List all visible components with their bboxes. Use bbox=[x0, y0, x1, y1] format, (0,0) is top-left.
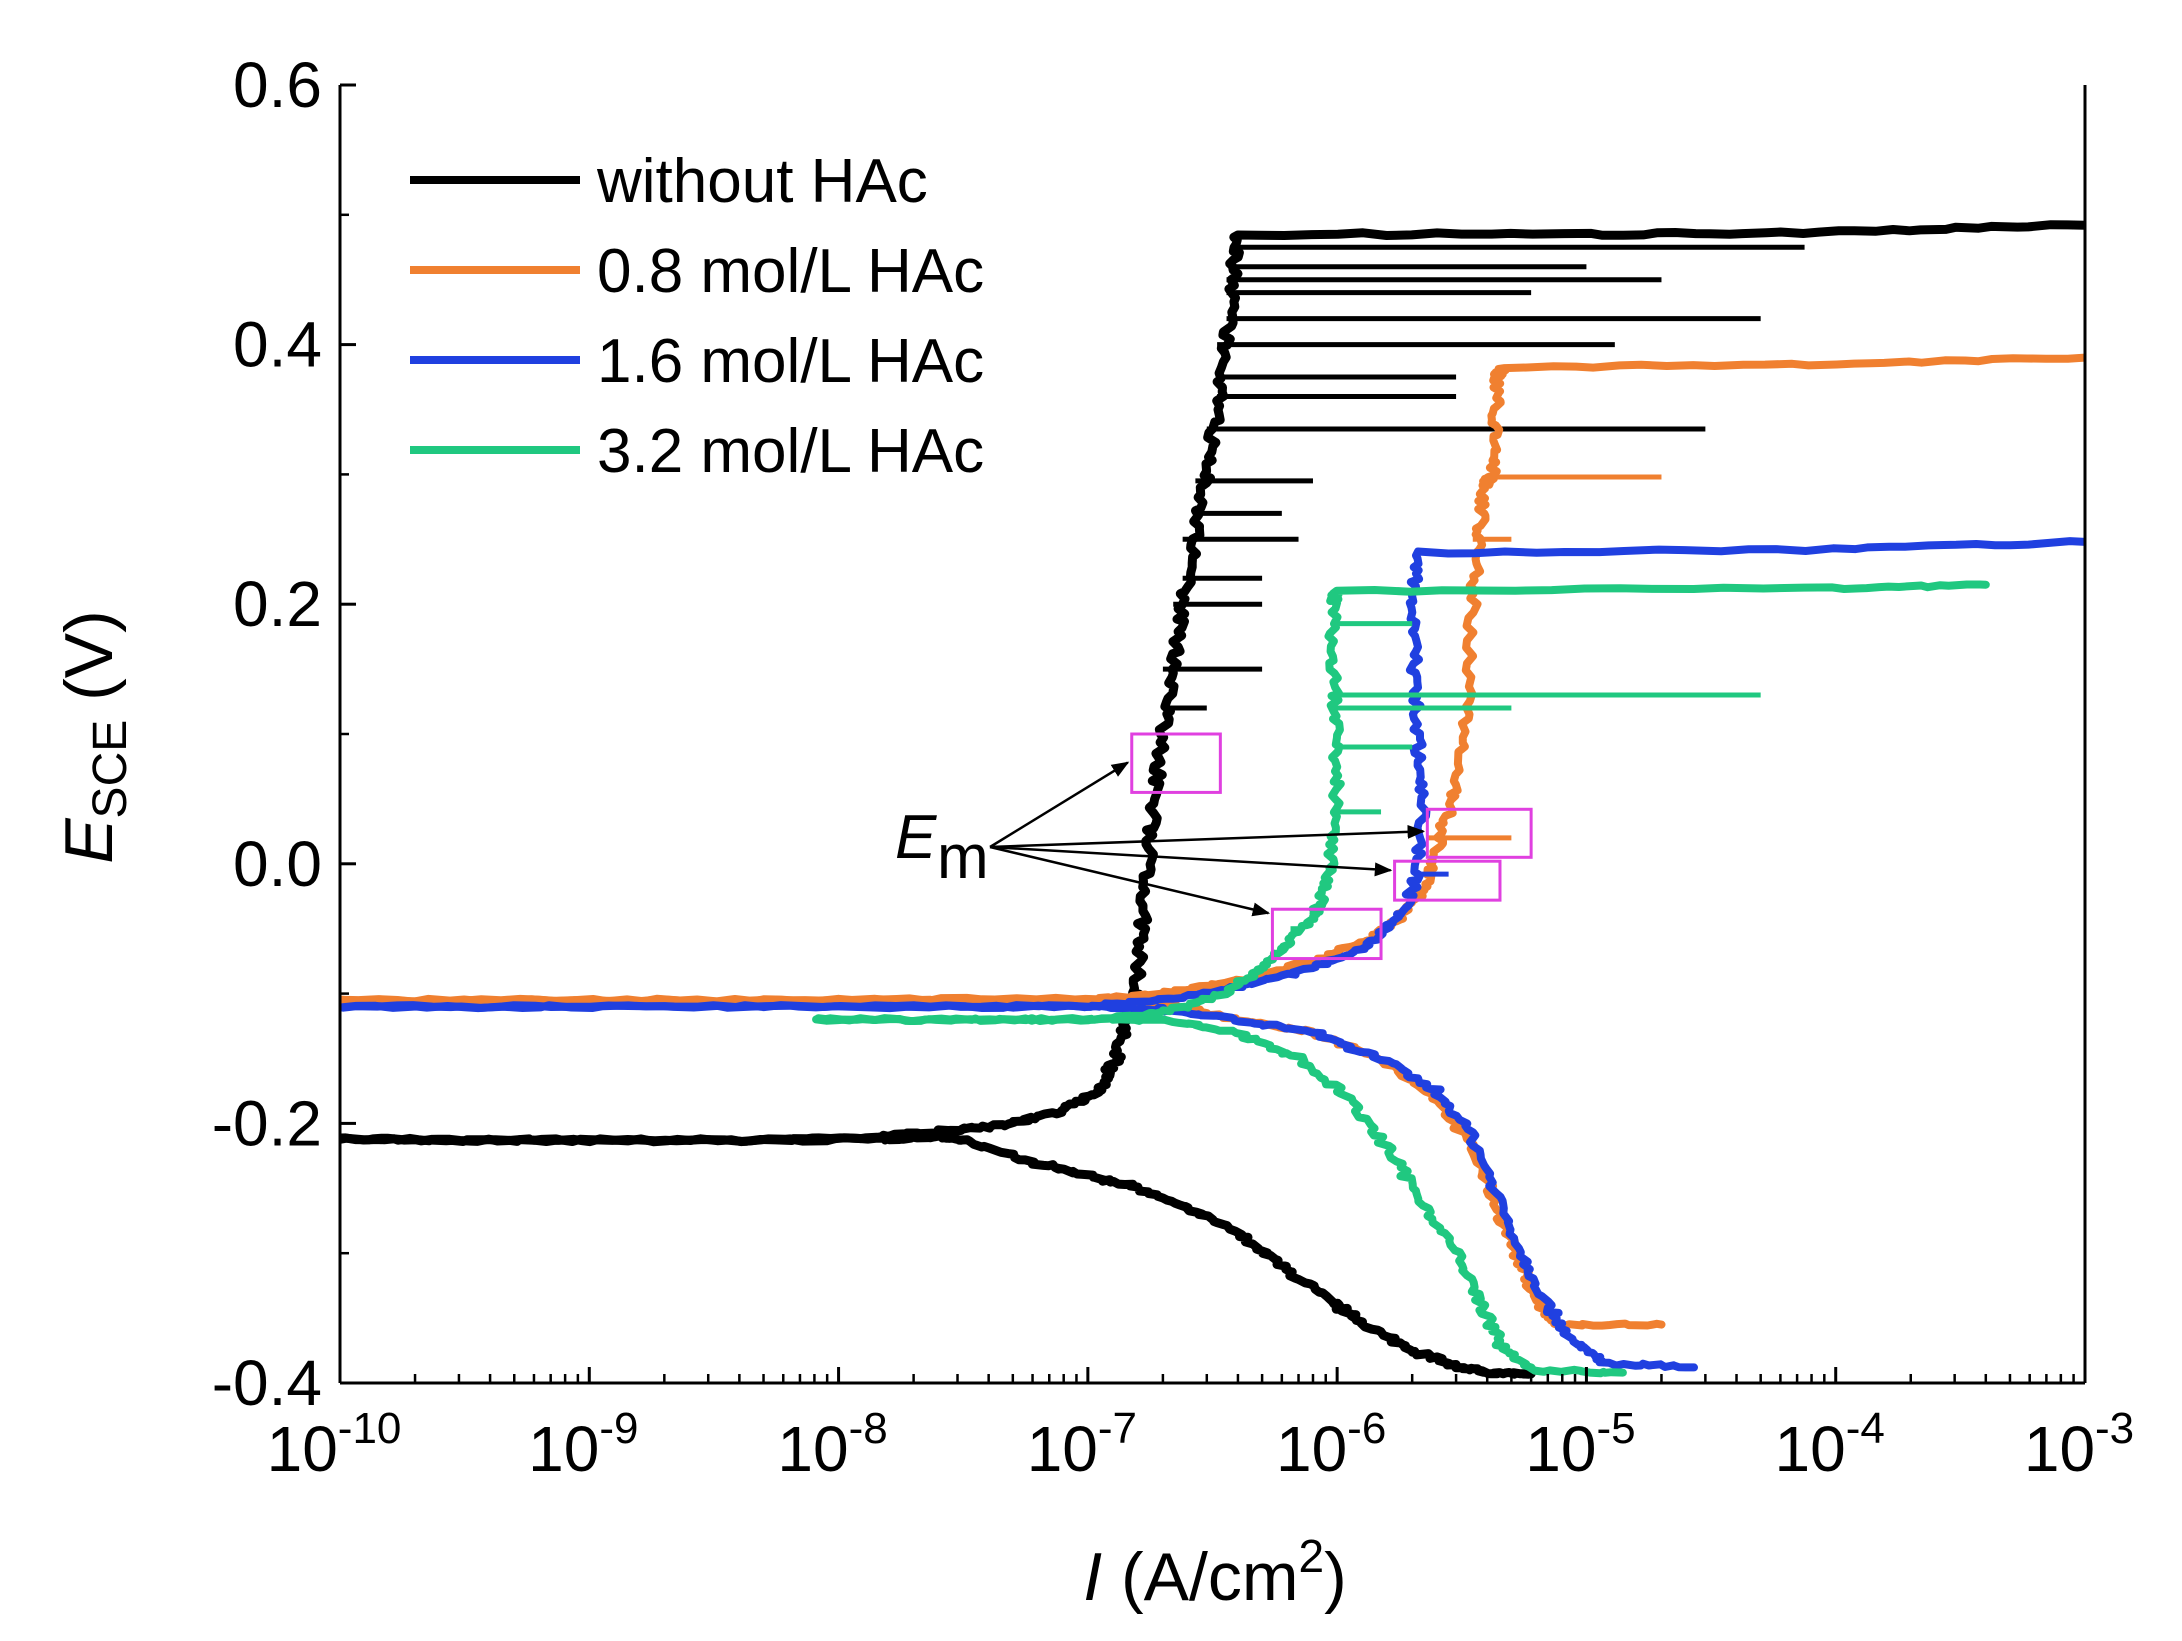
x-tick-label-6: 10-4 bbox=[1775, 1404, 1885, 1485]
series-without-hac bbox=[340, 220, 2085, 1379]
y-axis-title: ESCE (V) bbox=[51, 610, 137, 864]
em-label: E bbox=[895, 803, 937, 872]
legend-label-without-hac: without HAc bbox=[596, 147, 928, 216]
series-3-2-mol-l-hac bbox=[812, 580, 1990, 1378]
em-box-0 bbox=[1130, 732, 1222, 794]
em-arrow-0 bbox=[989, 761, 1130, 849]
series-0-8-mol-l-hac bbox=[340, 353, 2085, 1330]
series-1-6-mol-l-hac bbox=[340, 537, 2085, 1372]
legend-label-1-6-mol-l-hac: 1.6 mol/L HAc bbox=[597, 327, 984, 396]
legend: without HAc 0.8 mol/L HAc 1.6 mol/L HAc 3.2… bbox=[410, 147, 984, 486]
x-axis-title: I (A/cm2) bbox=[1083, 1530, 1347, 1615]
y-tick-label-2: 0.2 bbox=[233, 568, 322, 640]
x-tick-label-0: 10-10 bbox=[267, 1404, 402, 1485]
x-tick-label-4: 10-6 bbox=[1276, 1404, 1386, 1485]
em-box-2 bbox=[1393, 859, 1502, 902]
x-tick-label-2: 10-8 bbox=[777, 1404, 887, 1485]
y-tick-label-1: 0.4 bbox=[233, 309, 322, 381]
series-line-0-8-mol-l-hac-branch-1 bbox=[340, 353, 2085, 1006]
series-line-1-6-mol-l-hac-branch-1 bbox=[340, 537, 2085, 1012]
x-tick-label-5: 10-5 bbox=[1525, 1404, 1635, 1485]
y-tick-label-3: 0.0 bbox=[233, 828, 322, 900]
legend-label-0-8-mol-l-hac: 0.8 mol/L HAc bbox=[597, 237, 984, 306]
em-box-1 bbox=[1425, 807, 1533, 859]
series-line-3-2-mol-l-hac-branch-1 bbox=[812, 580, 1990, 1025]
em-label-subscript: m bbox=[937, 823, 989, 892]
em-arrow-1 bbox=[989, 824, 1426, 849]
x-tick-label-1: 10-9 bbox=[528, 1404, 638, 1485]
y-tick-label-5: -0.4 bbox=[212, 1347, 322, 1419]
series-line-without-hac-branch-0 bbox=[340, 1130, 1536, 1379]
em-arrow-3 bbox=[989, 845, 1271, 917]
y-tick-label-0: 0.6 bbox=[233, 49, 322, 121]
series-layer bbox=[340, 220, 2085, 1379]
legend-label-3-2-mol-l-hac: 3.2 mol/L HAc bbox=[597, 417, 984, 486]
series-line-without-hac-branch-1 bbox=[340, 220, 2085, 1147]
x-tick-label-7: 10-3 bbox=[2024, 1404, 2134, 1485]
em-arrow-2 bbox=[989, 845, 1393, 877]
axes: 0.6 0.4 0.2 0.0 -0.2 -0.410-10 10-9 10-8 10-7 10-… bbox=[51, 49, 2134, 1615]
em-box-3 bbox=[1270, 907, 1383, 961]
y-tick-label-4: -0.2 bbox=[212, 1087, 322, 1159]
x-tick-label-3: 10-7 bbox=[1027, 1404, 1137, 1485]
